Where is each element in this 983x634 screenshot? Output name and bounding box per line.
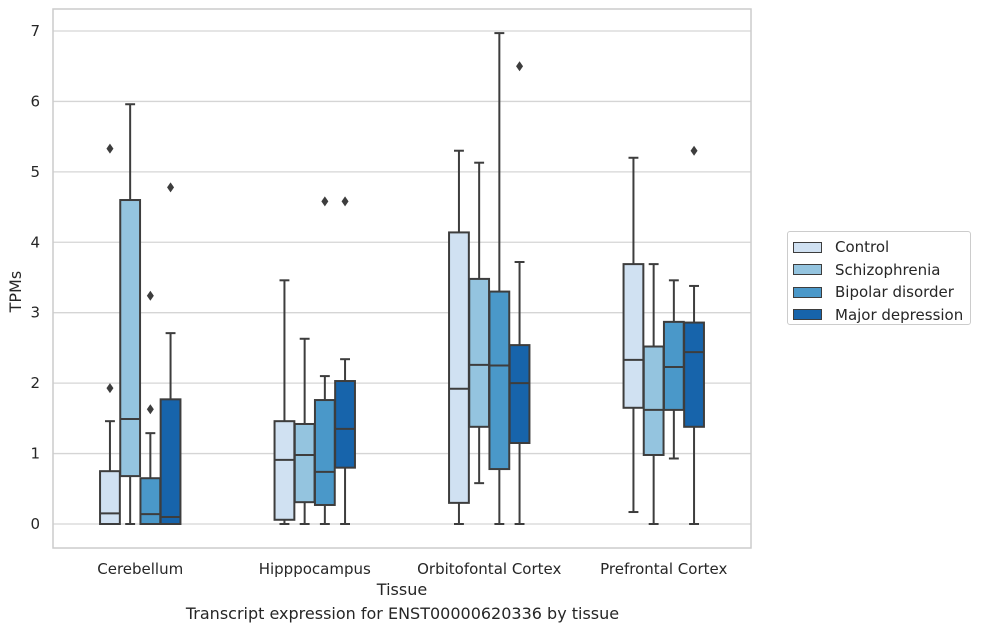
legend-swatch-major-depression — [793, 309, 822, 321]
box — [293, 422, 316, 504]
box — [508, 344, 531, 445]
y-tick-label: 6 — [30, 92, 40, 110]
legend-swatch-control — [793, 241, 822, 253]
outlier-point — [106, 383, 114, 394]
outlier-point — [690, 145, 698, 156]
outlier-point — [341, 196, 349, 207]
box — [683, 321, 705, 428]
box — [334, 380, 356, 469]
y-tick-label: 5 — [30, 163, 40, 181]
y-tick-label: 4 — [30, 233, 40, 251]
legend-item-bipolar-disorder: Bipolar disorder — [793, 281, 970, 304]
y-tick-label: 2 — [30, 374, 40, 392]
x-tick-label: Cerebellum — [97, 560, 183, 578]
box — [448, 231, 470, 504]
legend-label-control: Control — [835, 238, 890, 257]
y-tick-label: 0 — [30, 515, 40, 533]
legend-item-control: Control — [793, 236, 970, 259]
x-tick-label: Hipppocampus — [259, 560, 371, 578]
outlier-point — [146, 290, 154, 301]
legend-swatch-schizophrenia — [793, 264, 822, 276]
x-tick-label: Orbitofontal Cortex — [417, 560, 561, 578]
box — [662, 320, 685, 411]
legend-label-major-depression: Major depression — [835, 305, 964, 324]
figure-caption: Transcript expression for ENST0000062033… — [185, 604, 620, 623]
outlier-point — [321, 196, 329, 207]
box — [273, 420, 296, 521]
box — [159, 398, 182, 525]
legend-item-major-depression: Major depression — [793, 304, 970, 327]
x-axis-label: Tissue — [376, 580, 427, 599]
y-tick-label: 7 — [30, 22, 40, 40]
plot-frame — [52, 8, 752, 549]
y-tick-label: 1 — [30, 445, 40, 463]
outlier-point — [516, 61, 524, 72]
legend-label-bipolar-disorder: Bipolar disorder — [835, 283, 954, 302]
legend-swatch-bipolar-disorder — [793, 286, 822, 298]
y-tick-label: 3 — [30, 304, 40, 322]
box — [488, 290, 511, 471]
box — [313, 399, 336, 506]
outlier-point — [146, 404, 154, 415]
box — [99, 470, 121, 525]
box — [622, 263, 645, 409]
outlier-point — [106, 143, 114, 154]
legend: Control Schizophrenia Bipolar disorder M… — [787, 231, 971, 325]
box — [468, 277, 491, 428]
x-tick-label: Prefrontal Cortex — [600, 560, 727, 578]
legend-label-schizophrenia: Schizophrenia — [835, 260, 941, 279]
y-axis-label: TPMs — [6, 271, 25, 314]
legend-item-schizophrenia: Schizophrenia — [793, 259, 970, 282]
box — [139, 477, 162, 525]
box — [642, 345, 665, 456]
outlier-point — [167, 182, 175, 193]
box — [119, 199, 142, 478]
